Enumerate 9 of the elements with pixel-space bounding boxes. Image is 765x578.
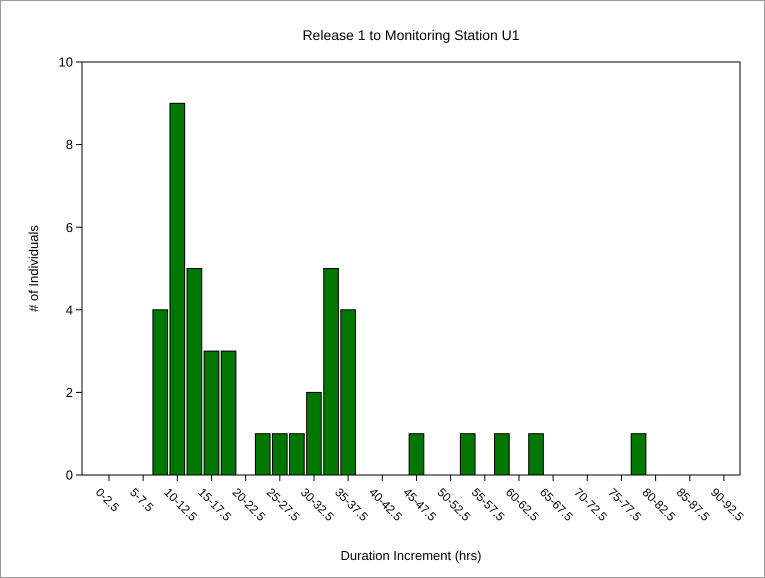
y-tick-label: 8 (66, 137, 73, 152)
x-axis-title: Duration Increment (hrs) (340, 548, 482, 563)
y-axis-title: # of Individuals (26, 224, 41, 312)
y-tick-label: 10 (58, 54, 73, 70)
y-tick-label: 4 (66, 302, 73, 318)
chart-title: Release 1 to Monitoring Station U1 (302, 27, 520, 43)
y-tick-label: 2 (66, 384, 73, 400)
y-tick-label: 0 (66, 468, 73, 483)
y-tick-label: 6 (66, 220, 73, 235)
